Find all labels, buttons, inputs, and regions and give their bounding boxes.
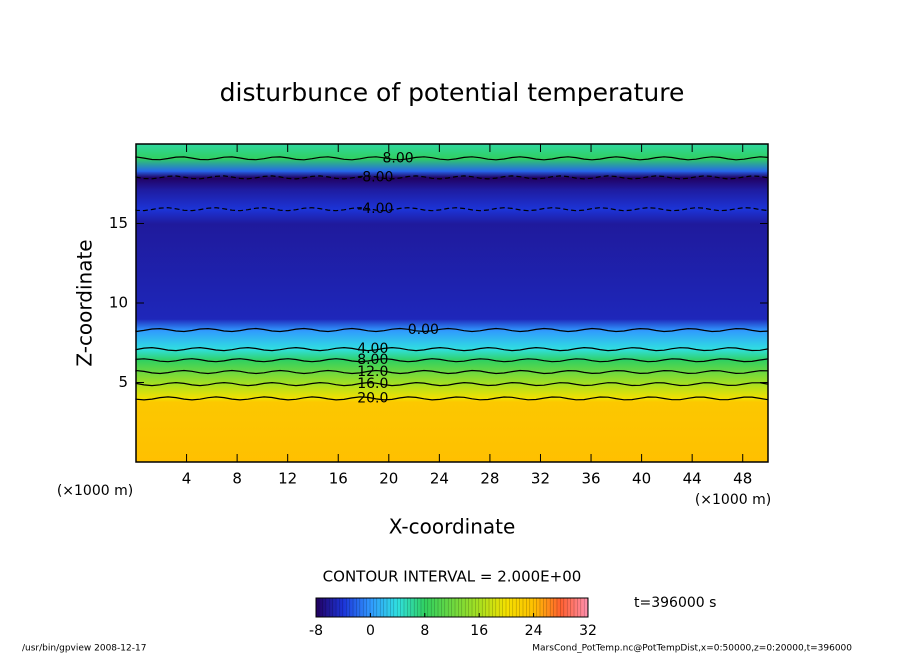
field-band — [136, 318, 768, 331]
field-band — [136, 360, 768, 373]
colorbar — [315, 597, 589, 618]
contour-line — [135, 369, 769, 375]
chart-title: disturbunce of potential temperature — [220, 78, 685, 107]
field-band — [136, 401, 768, 463]
contour-line — [135, 396, 769, 401]
x-unit: (×1000 m) — [57, 483, 133, 499]
colorbar-tick-label: 16 — [470, 623, 488, 639]
contour-line — [135, 327, 769, 333]
field-band — [136, 372, 768, 385]
contour-line — [135, 156, 769, 161]
contour-label: 16.0 — [357, 376, 388, 392]
contour-label: 12.0 — [357, 364, 388, 380]
contour-line — [135, 381, 769, 387]
y-tick-label: 5 — [118, 373, 128, 391]
x-tick-label: 28 — [480, 470, 499, 488]
x-tick-label: 16 — [329, 470, 348, 488]
y-tick-label: 15 — [109, 214, 128, 232]
x-tick-label: 20 — [379, 470, 398, 488]
x-tick-label: 40 — [632, 470, 651, 488]
x-tick-label: 12 — [278, 470, 297, 488]
contour-interval: CONTOUR INTERVAL = 2.000E+00 — [323, 568, 582, 586]
contour-label: 4.00 — [357, 341, 388, 357]
colorbar-tick-label: 0 — [366, 623, 375, 639]
contour-label: -4.00 — [357, 201, 393, 217]
x-tick-label: 48 — [733, 470, 752, 488]
colorbar-tick-label: 24 — [525, 623, 543, 639]
x-tick-label: 24 — [430, 470, 449, 488]
x-label: X-coordinate — [389, 515, 516, 539]
x-tick-label: 36 — [581, 470, 600, 488]
contour-label: 8.00 — [382, 150, 413, 166]
contour-label: 20.0 — [357, 390, 388, 406]
field-band — [136, 349, 768, 361]
contour-label: 0.00 — [408, 322, 439, 338]
field-band — [136, 223, 768, 320]
y-label: Z-coordinate — [73, 239, 97, 366]
field-band — [136, 188, 768, 210]
contour-label: -8.00 — [357, 169, 393, 185]
x-tick-label: 32 — [531, 470, 550, 488]
colorbar-tick-label: 32 — [579, 623, 597, 639]
x-tick-label: 4 — [182, 470, 192, 488]
field-band — [136, 177, 768, 190]
colorbar-tick-label: 8 — [420, 623, 429, 639]
contour-label: 8.00 — [357, 352, 388, 368]
time-label: t=396000 s — [634, 595, 716, 611]
contour-line — [135, 175, 769, 180]
x-tick-label: 8 — [232, 470, 242, 488]
field-band — [136, 398, 768, 403]
contour-line — [135, 346, 769, 352]
field-band — [136, 330, 768, 350]
field-band — [136, 144, 768, 159]
contour-line — [135, 207, 769, 212]
colorbar-tick-label: -8 — [309, 623, 323, 639]
field-band — [136, 171, 768, 178]
y-tick-label: 10 — [109, 294, 128, 312]
field-band — [136, 209, 768, 224]
footer-left: /usr/bin/gpview 2008-12-17 — [22, 644, 146, 654]
footer-right: MarsCond_PotTemp.nc@PotTempDist,x=0:5000… — [532, 644, 852, 654]
x-unit: (×1000 m) — [695, 492, 771, 508]
field-band — [136, 158, 768, 172]
field-band — [136, 384, 768, 399]
contour-line — [135, 358, 769, 363]
x-tick-label: 44 — [683, 470, 702, 488]
